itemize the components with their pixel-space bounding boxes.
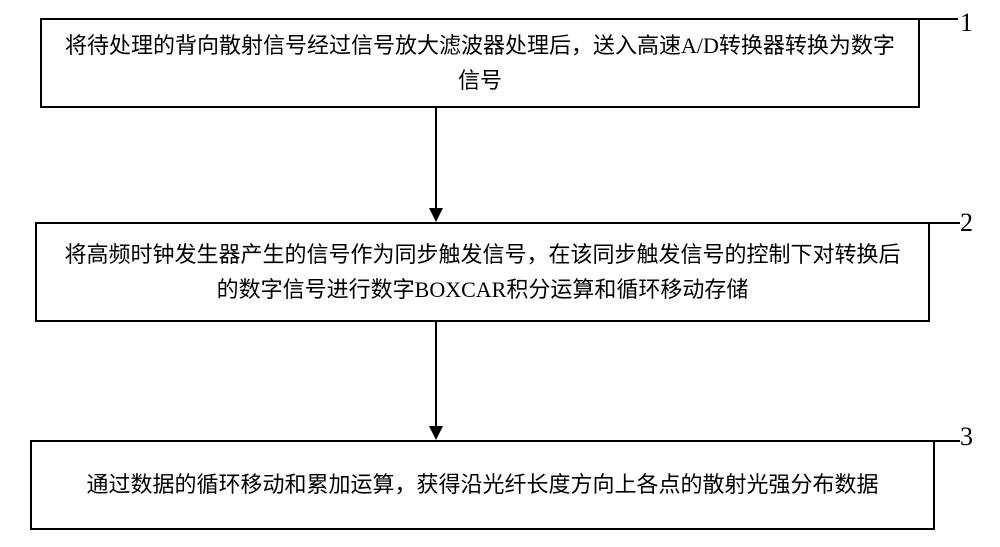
flow-node-3: 通过数据的循环移动和累加运算，获得沿光纤长度方向上各点的散射光强分布数据: [30, 440, 935, 530]
edge-2-3-line: [435, 322, 437, 426]
flow-node-2-text: 将高频时钟发生器产生的信号作为同步触发信号，在该同步触发信号的控制下对转换后的数…: [57, 237, 908, 307]
flowchart-canvas: 将待处理的背向散射信号经过信号放大滤波器处理后，送入高速A/D转换器转换为数字信…: [0, 0, 1000, 547]
leader-1: [920, 18, 958, 20]
flow-node-1-text: 将待处理的背向散射信号经过信号放大滤波器处理后，送入高速A/D转换器转换为数字信…: [62, 28, 898, 98]
label-3: 3: [960, 422, 973, 452]
edge-1-2-head: [429, 208, 443, 222]
edge-1-2-line: [435, 108, 437, 208]
leader-2: [930, 222, 960, 224]
flow-node-2: 将高频时钟发生器产生的信号作为同步触发信号，在该同步触发信号的控制下对转换后的数…: [35, 222, 930, 322]
label-1: 1: [960, 8, 973, 38]
label-2: 2: [960, 208, 973, 238]
edge-2-3-head: [429, 426, 443, 440]
flow-node-3-text: 通过数据的循环移动和累加运算，获得沿光纤长度方向上各点的散射光强分布数据: [86, 467, 878, 502]
leader-3: [935, 440, 960, 442]
flow-node-1: 将待处理的背向散射信号经过信号放大滤波器处理后，送入高速A/D转换器转换为数字信…: [40, 18, 920, 108]
